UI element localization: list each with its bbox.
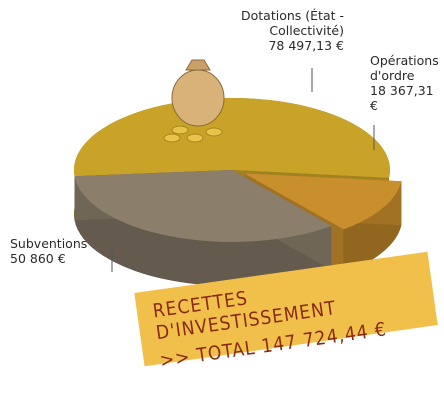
- value-label: 78 497,13 €: [194, 38, 344, 53]
- infographic: Dotations (État - Collectivité) 78 497,1…: [0, 0, 444, 406]
- slice-top: [74, 98, 390, 178]
- value-label: 18 367,31 €: [370, 83, 444, 113]
- coin: [172, 126, 188, 134]
- category-label: Opérations d'ordre: [370, 53, 444, 83]
- coin: [206, 128, 222, 136]
- bag-neck: [186, 60, 210, 70]
- value-label: 50 860 €: [10, 251, 110, 266]
- label: Subventions 50 860 €: [10, 236, 110, 266]
- bag: [172, 70, 224, 126]
- label: Dotations (État - Collectivité) 78 497,1…: [194, 8, 344, 53]
- coin: [164, 134, 180, 142]
- label: Opérations d'ordre 18 367,31 €: [370, 53, 444, 113]
- category-label: Subventions: [10, 236, 110, 251]
- coin: [187, 134, 203, 142]
- category-label: Dotations (État - Collectivité): [194, 8, 344, 38]
